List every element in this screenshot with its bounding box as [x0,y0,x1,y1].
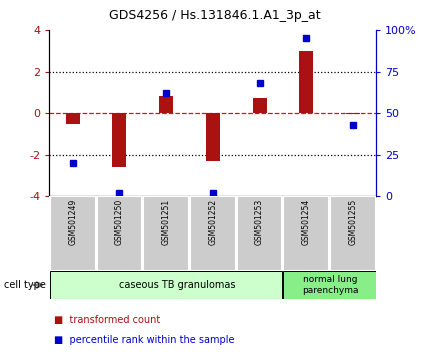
Bar [283,271,377,299]
Bar [206,113,220,161]
Bar [252,98,267,113]
Bar [66,113,80,124]
Bar [113,113,126,167]
Text: GSM501249: GSM501249 [68,199,77,245]
Text: GSM501254: GSM501254 [302,199,311,245]
Bar [97,196,142,271]
Bar [190,196,236,271]
Text: GSM501252: GSM501252 [209,199,217,245]
Bar [346,113,360,114]
Bar [143,196,189,271]
Bar [50,196,95,271]
Text: GSM501253: GSM501253 [255,199,264,245]
Text: caseous TB granulomas: caseous TB granulomas [119,280,236,290]
Text: GSM501250: GSM501250 [115,199,124,245]
Text: cell type: cell type [4,280,46,290]
Text: ■  transformed count: ■ transformed count [54,315,160,325]
Text: ■  percentile rank within the sample: ■ percentile rank within the sample [54,335,234,345]
Bar [237,196,283,271]
Text: GSM501255: GSM501255 [348,199,357,245]
Bar [299,51,313,113]
Text: GSM501251: GSM501251 [162,199,171,245]
Text: GDS4256 / Hs.131846.1.A1_3p_at: GDS4256 / Hs.131846.1.A1_3p_at [109,9,321,22]
Bar [330,196,376,271]
Text: normal lung
parenchyma: normal lung parenchyma [302,275,358,295]
Bar [50,271,283,299]
Bar [283,196,329,271]
Bar [159,96,173,113]
